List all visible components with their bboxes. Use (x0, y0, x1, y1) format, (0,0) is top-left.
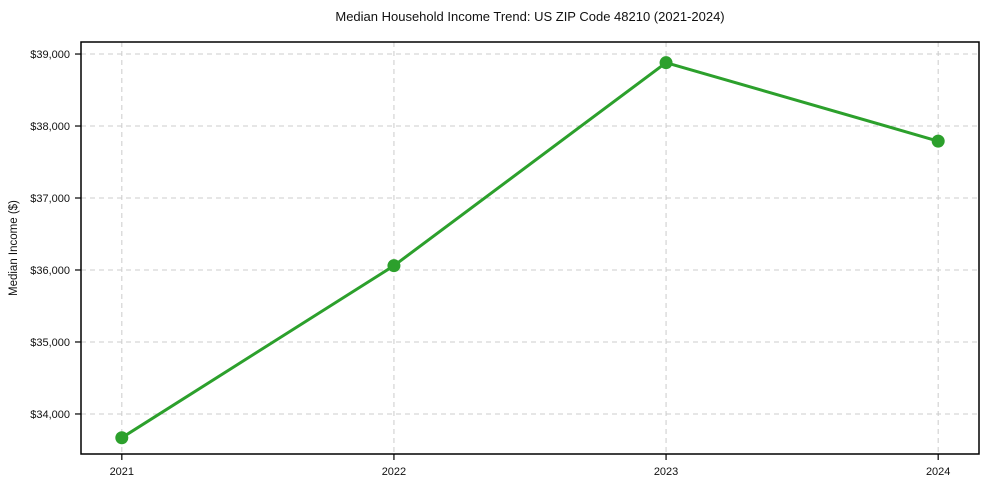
y-tick-label: $34,000 (30, 409, 70, 421)
x-tick-label: 2022 (382, 466, 406, 478)
trend-line (120, 61, 940, 440)
data-point-2024 (931, 134, 945, 148)
data-point-2022 (387, 259, 401, 273)
y-tick-label: $37,000 (30, 193, 70, 205)
data-point-2021 (115, 431, 129, 445)
x-tick-label: 2021 (110, 466, 134, 478)
data-point-2023 (659, 56, 673, 70)
x-tick-label: 2024 (926, 466, 950, 478)
x-tick-label: 2023 (654, 466, 678, 478)
y-tick-label: $39,000 (30, 49, 70, 61)
plot-border (80, 41, 980, 455)
y-tick-label: $35,000 (30, 337, 70, 349)
y-tick-label: $38,000 (30, 121, 70, 133)
chart-title: Median Household Income Trend: US ZIP Co… (335, 9, 725, 24)
y-tick-label: $36,000 (30, 265, 70, 277)
